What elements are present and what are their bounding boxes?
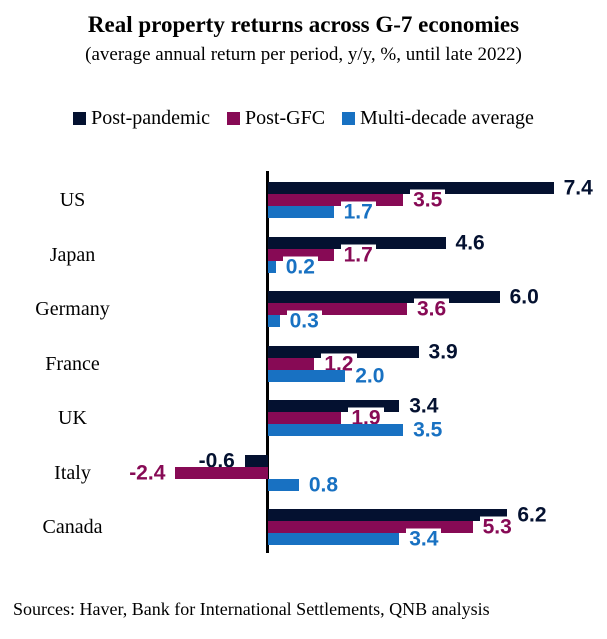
- value-label-post-gfc-canada: 5.3: [479, 516, 515, 538]
- bar-post-pandemic-canada: [268, 509, 508, 522]
- category-label-canada: Canada: [42, 516, 103, 539]
- value-label-post-gfc-germany: 3.6: [413, 298, 450, 320]
- legend-label-multi-decade-average: Multi-decade average: [360, 107, 534, 129]
- bar-multi-decade-average-japan: [268, 260, 276, 273]
- bar-post-pandemic-us: [268, 182, 554, 194]
- category-label-us: US: [59, 189, 86, 211]
- bar-post-gfc-france: [268, 357, 315, 370]
- value-label-multi-decade-average-germany: 0.3: [286, 310, 322, 332]
- category-label-japan: Japan: [49, 243, 96, 266]
- value-label-post-pandemic-germany: 6.0: [506, 286, 542, 308]
- legend-item-post-pandemic: Post-pandemic: [73, 107, 210, 130]
- value-label-multi-decade-average-italy: 0.8: [305, 474, 342, 496]
- bar-multi-decade-average-germany: [268, 315, 280, 328]
- value-label-multi-decade-average-canada: 3.4: [406, 528, 442, 550]
- value-label-post-gfc-japan: 1.7: [340, 244, 376, 266]
- bar-post-gfc-italy: [175, 466, 268, 479]
- value-label-post-pandemic-canada: 6.2: [514, 504, 550, 526]
- bar-chart-plot-area: US 7.4 3.5 1.7 Japan 4.6 1.7 0.2 Germany 6.0 3.6 0.…: [0, 171, 607, 553]
- chart-legend: Post-pandemic Post-GFC Multi-decade aver…: [0, 107, 607, 130]
- bar-multi-decade-average-italy: [268, 478, 299, 491]
- value-label-post-gfc-france: 1.2: [321, 353, 357, 375]
- legend-label-post-gfc: Post-GFC: [245, 107, 326, 129]
- legend-swatch-multi-decade-average: [342, 112, 356, 125]
- value-label-post-pandemic-japan: 4.6: [452, 232, 488, 254]
- bar-post-gfc-us: [268, 194, 404, 206]
- bar-multi-decade-average-us: [268, 206, 334, 218]
- legend-swatch-post-gfc: [227, 112, 241, 125]
- value-label-post-gfc-italy: -2.4: [126, 462, 169, 484]
- bar-post-pandemic-germany: [268, 291, 500, 304]
- bar-multi-decade-average-canada: [268, 533, 400, 546]
- value-label-post-gfc-us: 3.5: [410, 189, 446, 211]
- bar-multi-decade-average-uk: [268, 424, 404, 437]
- bar-post-gfc-uk: [268, 412, 342, 425]
- category-label-germany: Germany: [35, 298, 110, 321]
- legend-swatch-post-pandemic: [73, 112, 87, 125]
- value-label-multi-decade-average-france: 2.0: [352, 365, 388, 387]
- value-label-post-pandemic-us: 7.4: [560, 177, 596, 199]
- legend-label-post-pandemic: Post-pandemic: [91, 107, 211, 129]
- category-label-france: France: [45, 352, 100, 375]
- y-axis-line: [266, 171, 269, 553]
- bar-post-pandemic-italy: [244, 454, 268, 467]
- bar-post-pandemic-france: [268, 345, 419, 358]
- value-label-post-pandemic-france: 3.9: [425, 341, 461, 363]
- bar-post-gfc-canada: [268, 521, 473, 534]
- legend-item-post-gfc: Post-GFC: [227, 107, 325, 130]
- category-label-italy: Italy: [54, 461, 91, 484]
- value-label-post-pandemic-italy: -0.6: [195, 450, 238, 472]
- value-label-multi-decade-average-uk: 3.5: [410, 419, 446, 441]
- sources-note: Sources: Haver, Bank for International S…: [13, 599, 490, 619]
- bar-post-pandemic-japan: [268, 236, 446, 249]
- value-label-multi-decade-average-japan: 0.2: [282, 256, 318, 278]
- value-label-post-gfc-uk: 1.9: [348, 407, 384, 429]
- chart-title: Real property returns across G-7 economi…: [87, 12, 520, 37]
- legend-item-multi-decade-average: Multi-decade average: [342, 107, 534, 130]
- value-label-post-pandemic-uk: 3.4: [406, 395, 442, 417]
- category-label-uk: UK: [58, 407, 87, 430]
- chart-subtitle: (average annual return per period, y/y, …: [85, 44, 522, 65]
- value-label-multi-decade-average-us: 1.7: [340, 201, 376, 223]
- bar-multi-decade-average-france: [268, 369, 346, 382]
